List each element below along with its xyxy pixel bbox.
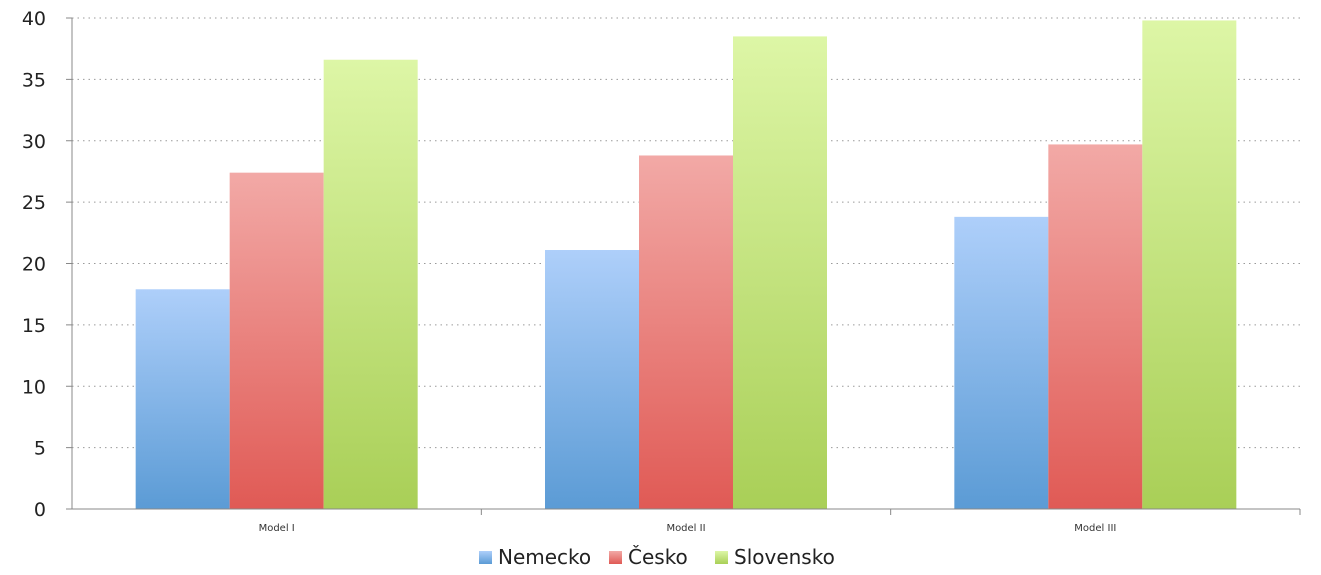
legend: Nemecko Česko Slovensko <box>479 545 835 569</box>
bar--esko-2 <box>639 155 733 510</box>
y-tick-label: 15 <box>22 315 46 337</box>
x-category-label: Model I <box>259 523 295 534</box>
legend-label: Nemecko <box>498 545 591 569</box>
legend-label: Česko <box>628 545 688 569</box>
y-tick-label: 20 <box>22 254 46 276</box>
x-category-label: Model III <box>1074 523 1116 534</box>
y-tick-label: 10 <box>22 376 46 398</box>
legend-swatch-nemecko <box>479 551 492 564</box>
bar--esko-3 <box>1048 144 1143 509</box>
legend-label: Slovensko <box>734 545 835 569</box>
y-tick-label: 0 <box>34 499 46 521</box>
bar-nemecko-3 <box>954 216 1049 510</box>
bar-slovensko-1 <box>323 59 418 510</box>
bar-slovensko-2 <box>733 36 827 509</box>
y-tick-label: 40 <box>22 8 46 30</box>
bars <box>135 20 1237 510</box>
x-category-label: Model II <box>666 523 705 534</box>
bar-slovensko-3 <box>1142 20 1237 510</box>
y-tick-label: 35 <box>22 69 46 91</box>
bar-nemecko-2 <box>545 249 639 509</box>
y-tick-label: 25 <box>22 192 46 214</box>
y-tick-label: 30 <box>22 131 46 153</box>
axes: 0 5 10 15 20 25 30 35 40 Model I Model II Model III <box>22 8 1301 534</box>
legend-swatch-slovensko <box>715 551 728 564</box>
y-tick-label: 5 <box>34 438 46 460</box>
bar-nemecko-1 <box>135 289 230 509</box>
legend-swatch--esko <box>609 551 622 564</box>
bar--esko-1 <box>229 172 324 510</box>
